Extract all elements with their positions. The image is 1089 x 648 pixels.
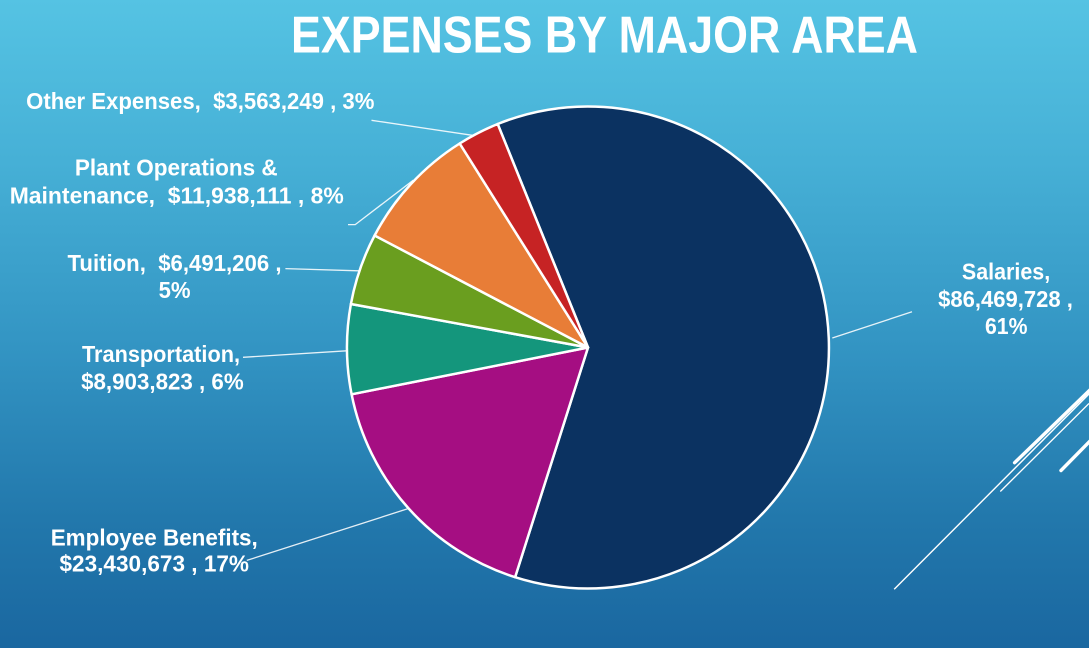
- svg-text:EXPENSES BY MAJOR AREA: EXPENSES BY MAJOR AREA: [291, 7, 918, 65]
- svg-text:$8,903,823 , 6%: $8,903,823 , 6%: [81, 368, 244, 394]
- svg-text:$23,430,673 , 17%: $23,430,673 , 17%: [60, 550, 250, 576]
- svg-text:Other Expenses, $3,563,249 ,: Other Expenses, $3,563,249 , 3%: [26, 88, 374, 114]
- svg-text:Plant Operations &: Plant Operations &: [75, 155, 278, 181]
- svg-text:Tuition, $6,491,206 ,: Tuition, $6,491,206 ,: [68, 250, 282, 276]
- svg-text:Maintenance, $11,938,111 , 8%: Maintenance, $11,938,111 , 8%: [10, 182, 344, 208]
- svg-text:$86,469,728 ,: $86,469,728 ,: [938, 286, 1073, 312]
- svg-text:61%: 61%: [985, 313, 1028, 339]
- svg-text:Employee Benefits,: Employee Benefits,: [51, 524, 258, 550]
- svg-text:Salaries,: Salaries,: [962, 258, 1050, 284]
- svg-text:Transportation,: Transportation,: [82, 341, 240, 367]
- svg-text:5%: 5%: [159, 277, 191, 303]
